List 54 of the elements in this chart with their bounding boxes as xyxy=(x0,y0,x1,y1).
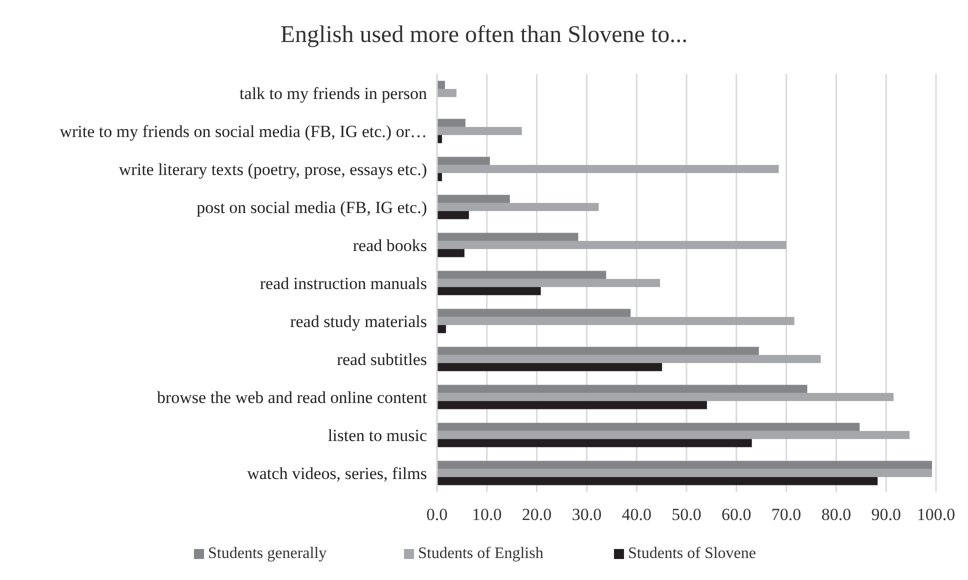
bar xyxy=(437,88,456,98)
x-tick-label: 10.0 xyxy=(472,505,502,524)
bar xyxy=(437,468,932,478)
x-tick-label: 40.0 xyxy=(622,505,652,524)
y-tick-label: listen to music xyxy=(328,426,428,445)
bar xyxy=(437,384,808,393)
y-tick-label: read books xyxy=(352,236,427,255)
bar xyxy=(437,278,660,288)
bar xyxy=(437,430,910,440)
bar xyxy=(437,460,932,469)
bar xyxy=(437,211,469,220)
bar xyxy=(437,270,606,279)
bar xyxy=(437,308,631,317)
y-tick-label: watch videos, series, films xyxy=(247,464,427,483)
x-tick-label: 50.0 xyxy=(672,505,702,524)
bar xyxy=(437,249,464,258)
bar xyxy=(437,156,490,165)
y-tick-label: talk to my friends in person xyxy=(240,84,428,103)
bar xyxy=(437,354,821,364)
x-tick-label: 60.0 xyxy=(722,505,752,524)
bar xyxy=(437,126,522,136)
legend-label: Students generally xyxy=(208,545,327,562)
bar xyxy=(437,164,779,174)
bar xyxy=(437,477,878,486)
bar xyxy=(437,194,510,203)
y-tick-label: read study materials xyxy=(290,312,427,331)
x-tick-label: 0.0 xyxy=(426,505,448,524)
y-tick-label: post on social media (FB, IG etc.) xyxy=(196,198,427,217)
bar xyxy=(437,287,541,296)
bar xyxy=(437,232,578,241)
legend-label: Students of Slovene xyxy=(628,545,756,562)
y-tick-label: browse the web and read online content xyxy=(156,388,428,407)
bar xyxy=(437,401,707,410)
bar xyxy=(437,346,759,355)
bar xyxy=(437,118,466,127)
chart-title: English used more often than Slovene to... xyxy=(280,22,688,48)
y-tick-label: read subtitles xyxy=(336,350,427,369)
bar xyxy=(437,439,752,448)
x-tick-label: 30.0 xyxy=(572,505,602,524)
x-tick-label: 20.0 xyxy=(522,505,552,524)
bar xyxy=(437,240,786,250)
bar xyxy=(437,392,894,402)
x-tick-label: 70.0 xyxy=(771,505,802,524)
bar xyxy=(437,363,662,372)
x-tick-label: 90.0 xyxy=(871,505,901,524)
bar xyxy=(437,202,599,212)
x-tick-label: 100.0 xyxy=(916,505,956,524)
x-tick-label: 80.0 xyxy=(821,505,852,524)
y-tick-label: read instruction manuals xyxy=(260,274,427,293)
y-tick-label: write literary texts (poetry, prose, essays etc.) xyxy=(118,160,427,179)
bar xyxy=(437,422,860,431)
legend-label: Students of English xyxy=(418,545,544,562)
y-tick-label: write to my friends on social media (FB, IG etc.) or… xyxy=(60,122,427,141)
bar xyxy=(437,316,794,326)
